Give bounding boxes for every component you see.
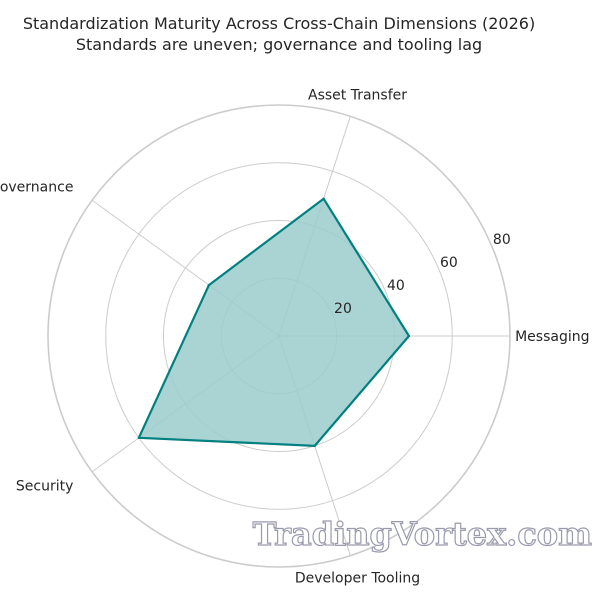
axis-label: Messaging <box>515 329 589 345</box>
axis-label: Asset Transfer <box>308 87 407 103</box>
data-point-governance <box>207 283 211 287</box>
r-tick-label: 20 <box>334 301 352 317</box>
r-tick-label: 40 <box>387 278 405 294</box>
axis-label: Governance <box>0 180 73 196</box>
data-point-developer-tooling <box>313 444 316 448</box>
r-tick-label: 80 <box>493 232 511 248</box>
chart-subtitle: Standards are uneven; governance and too… <box>76 35 482 54</box>
axis-label: Developer Tooling <box>295 571 420 587</box>
series-polygon <box>137 197 411 447</box>
axis-label: Security <box>16 478 74 494</box>
r-tick-label: 60 <box>440 255 458 271</box>
data-point-messaging <box>407 334 411 338</box>
data-point-security <box>137 436 141 440</box>
watermark: TradingVortex.com <box>253 515 593 553</box>
chart-title: Standardization Maturity Across Cross-Ch… <box>23 14 535 33</box>
data-point-asset-transfer <box>322 197 325 200</box>
